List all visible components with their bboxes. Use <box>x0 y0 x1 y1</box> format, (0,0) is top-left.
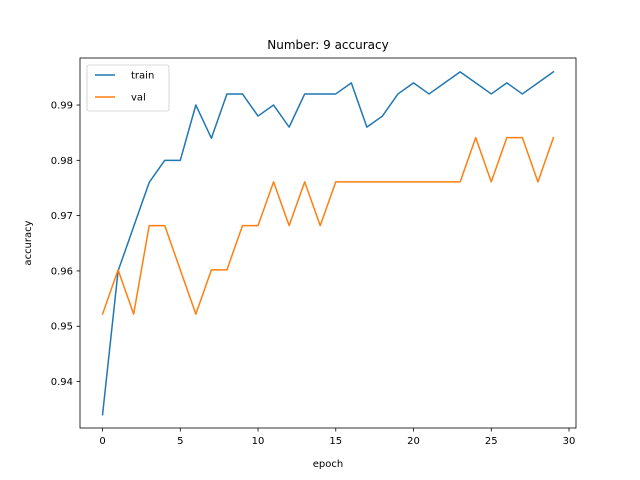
y-tick-label: 0.97 <box>51 211 73 222</box>
chart-title: Number: 9 accuracy <box>267 38 388 52</box>
y-axis: 0.94 0.95 0.96 0.97 0.98 0.99 <box>51 101 80 388</box>
y-axis-title: accuracy <box>23 220 34 265</box>
x-tick-label: 5 <box>177 436 183 447</box>
x-axis: 0 5 10 15 20 25 30 <box>99 428 575 447</box>
series-line-train <box>101 70 555 416</box>
x-axis-title: epoch <box>313 459 343 470</box>
x-tick-label: 0 <box>99 436 105 447</box>
x-tick-label: 10 <box>252 436 265 447</box>
x-tick-label: 30 <box>563 436 576 447</box>
y-tick-label: 0.96 <box>51 266 73 277</box>
legend-label-train: train <box>131 71 154 82</box>
legend: train val <box>86 64 170 112</box>
legend-box <box>86 64 170 112</box>
y-tick-label: 0.99 <box>51 101 73 112</box>
x-tick-label: 15 <box>329 436 342 447</box>
plot-frame <box>79 57 577 429</box>
y-tick-label: 0.95 <box>51 322 73 333</box>
series-line-val <box>101 136 555 316</box>
legend-label-val: val <box>131 93 146 104</box>
y-tick-label: 0.94 <box>51 377 73 388</box>
y-tick-label: 0.98 <box>51 156 73 167</box>
plot-area <box>101 70 555 416</box>
x-tick-label: 25 <box>485 436 498 447</box>
x-tick-label: 20 <box>407 436 420 447</box>
